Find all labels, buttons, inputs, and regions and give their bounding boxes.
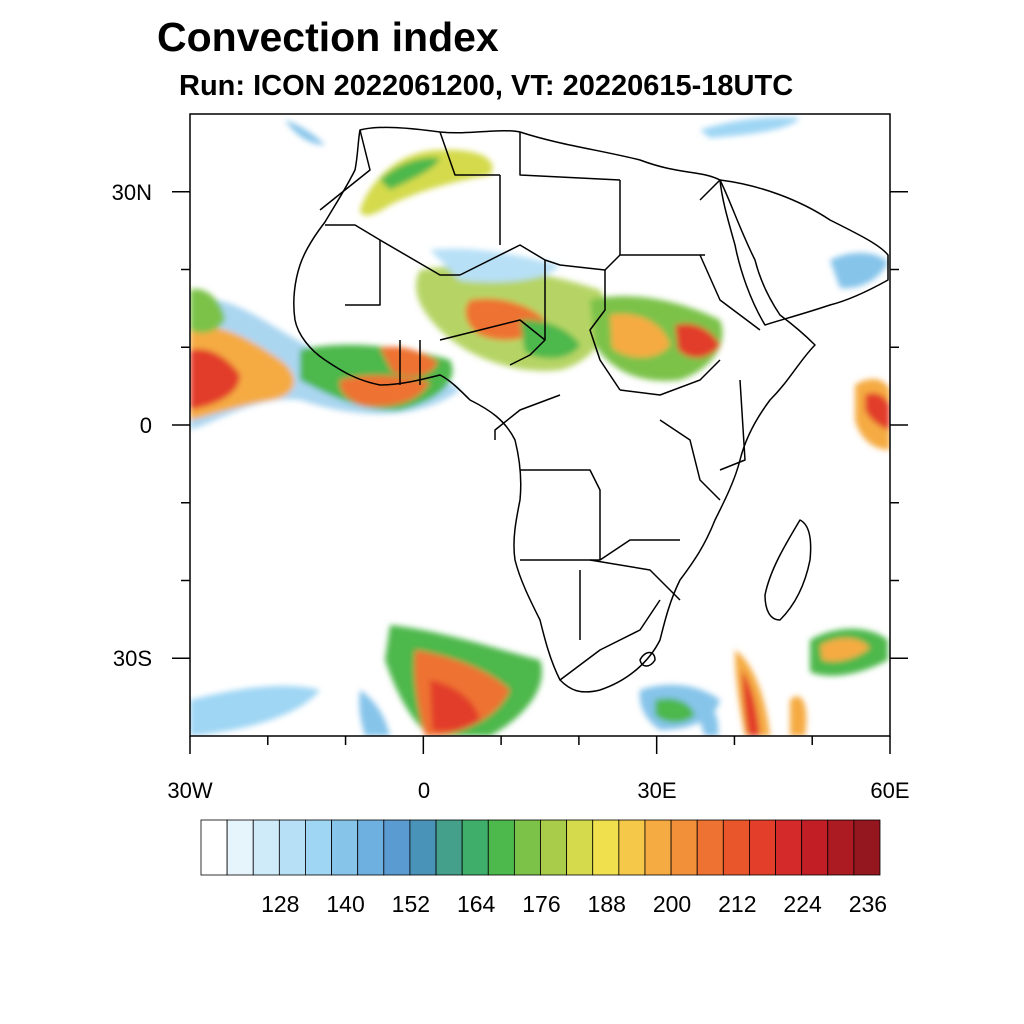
colorbar-swatch xyxy=(331,819,359,876)
colorbar-swatch xyxy=(357,819,385,876)
lon-label-60e: 60E xyxy=(870,778,909,803)
colorbar-label: 140 xyxy=(326,891,364,917)
lat-label-30n: 30N xyxy=(112,180,152,205)
chart-title: Convection index xyxy=(157,14,499,60)
colorbar-swatch xyxy=(226,819,254,876)
colorbar-label: 152 xyxy=(392,891,430,917)
colorbar-swatch xyxy=(435,819,463,876)
madagascar xyxy=(764,519,812,621)
colorbar-swatch xyxy=(670,819,698,876)
colorbar-swatch xyxy=(305,819,332,876)
colorbar-label: 128 xyxy=(261,891,299,917)
field-madagascar-south xyxy=(735,650,770,736)
colorbar-swatch xyxy=(853,819,881,876)
arabian-peninsula xyxy=(719,179,889,326)
chart-subtitle: Run: ICON 2022061200, VT: 20220615-18UTC xyxy=(179,70,794,102)
colorbar-swatch xyxy=(487,819,515,876)
colorbar-swatch xyxy=(383,819,411,876)
colorbar-swatch xyxy=(722,819,750,876)
colorbar-swatch xyxy=(278,819,306,876)
colorbar-swatch xyxy=(827,819,855,876)
plot-frame xyxy=(189,113,891,737)
colorbar-swatch xyxy=(513,819,541,876)
colorbar xyxy=(200,819,881,876)
lat-label-30s: 30S xyxy=(113,646,152,671)
lon-label-30e: 30E xyxy=(637,778,676,803)
field-atlas xyxy=(360,149,493,216)
colorbar-swatch xyxy=(592,819,620,876)
lon-label-0: 0 xyxy=(418,778,430,803)
coastlines xyxy=(293,126,889,693)
field-atlantic-hot xyxy=(190,349,240,410)
colorbar-label: 212 xyxy=(718,891,756,917)
colorbar-labels: 128 140 152 164 176 188 200 212 224 236 xyxy=(261,891,887,917)
colorbar-label: 200 xyxy=(653,891,691,917)
colorbar-swatch xyxy=(775,819,803,876)
colorbar-swatch xyxy=(252,819,280,876)
colorbar-swatch xyxy=(200,819,228,876)
colorbar-swatch xyxy=(696,819,724,876)
lon-label-30w: 30W xyxy=(167,778,212,803)
colorbar-label: 236 xyxy=(849,891,887,917)
colorbar-swatch xyxy=(566,819,594,876)
africa-coastline xyxy=(293,126,816,693)
colorbar-label: 164 xyxy=(457,891,496,917)
colorbar-swatch xyxy=(801,819,829,876)
colorbar-swatch xyxy=(644,819,672,876)
colorbar-label: 176 xyxy=(522,891,560,917)
lat-label-0: 0 xyxy=(140,413,152,438)
colorbar-swatch xyxy=(409,819,437,876)
colorbar-swatch xyxy=(618,819,646,876)
colorbar-label: 188 xyxy=(588,891,626,917)
colorbar-swatch xyxy=(461,819,489,876)
convection-field xyxy=(190,117,890,736)
axis-ticks xyxy=(172,191,908,754)
colorbar-label: 224 xyxy=(783,891,822,917)
colorbar-swatch xyxy=(749,819,776,876)
colorbar-swatch xyxy=(540,819,568,876)
